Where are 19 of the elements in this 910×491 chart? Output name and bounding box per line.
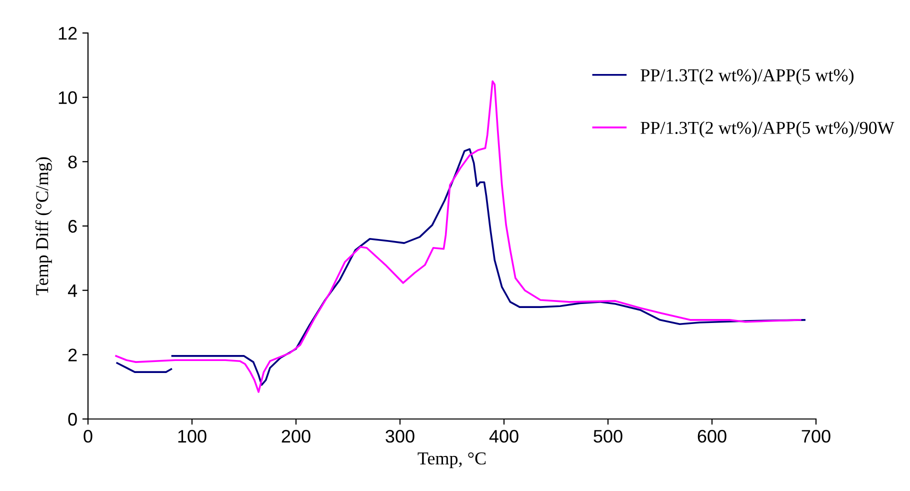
x-tick-label: 300 xyxy=(386,430,414,443)
x-tick-label: 100 xyxy=(178,430,206,443)
x-tick-label: 500 xyxy=(594,430,622,443)
x-tick-label: 200 xyxy=(282,430,310,443)
y-axis-title: Temp Diff (°C/mg) xyxy=(35,157,52,296)
x-tick-label: 400 xyxy=(489,430,518,443)
legend-label: PP/1.3T(2 wt%)/APP(5 wt%) xyxy=(640,68,854,86)
x-tick-label: 0 xyxy=(84,430,92,443)
y-tick-label: 0 xyxy=(68,412,77,426)
y-tick-label: 4 xyxy=(68,284,78,297)
y-tick-label: 12 xyxy=(58,26,77,40)
x-axis-title: Temp, °C xyxy=(418,452,486,468)
x-tick-label: 600 xyxy=(698,430,726,443)
y-tick-label: 8 xyxy=(68,156,77,168)
x-tick-label: 700 xyxy=(802,430,830,443)
y-tick-label: 2 xyxy=(68,348,77,362)
y-tick-label: 10 xyxy=(58,91,77,104)
y-tick-label: 6 xyxy=(68,220,77,233)
legend-label: PP/1.3T(2 wt%)/APP(5 wt%)/90W xyxy=(640,121,894,138)
